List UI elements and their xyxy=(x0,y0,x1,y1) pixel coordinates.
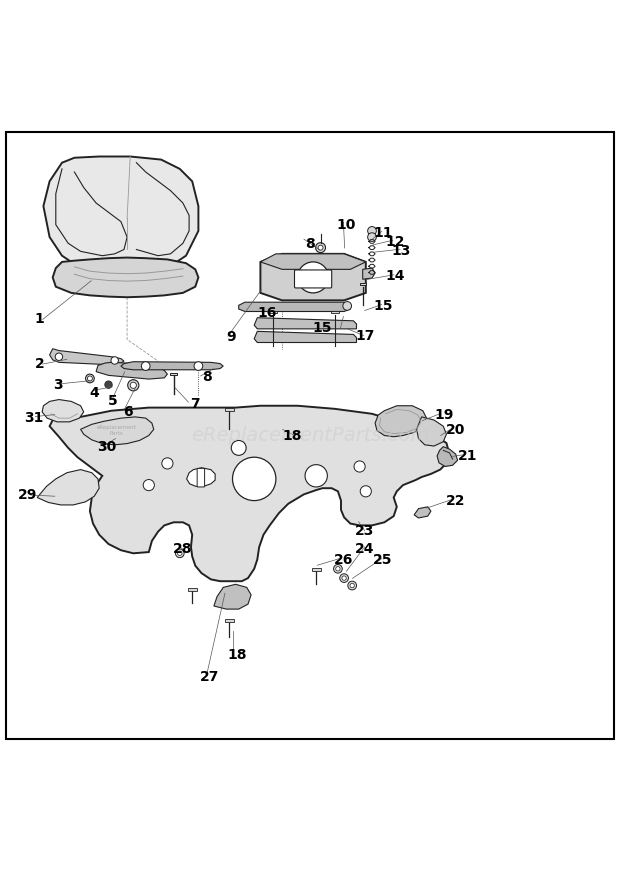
Circle shape xyxy=(141,361,150,370)
Text: 8: 8 xyxy=(305,237,315,251)
Polygon shape xyxy=(188,588,197,591)
Circle shape xyxy=(348,581,356,590)
Circle shape xyxy=(360,486,371,496)
Text: 18: 18 xyxy=(228,647,247,662)
Polygon shape xyxy=(225,619,234,622)
Polygon shape xyxy=(43,157,198,277)
Polygon shape xyxy=(437,447,458,467)
Text: 26: 26 xyxy=(334,553,353,568)
Polygon shape xyxy=(42,400,84,422)
Circle shape xyxy=(162,458,173,469)
Polygon shape xyxy=(331,312,339,314)
Circle shape xyxy=(175,549,184,557)
Circle shape xyxy=(342,576,347,580)
Polygon shape xyxy=(417,417,446,446)
Text: 3: 3 xyxy=(53,378,63,392)
Text: 19: 19 xyxy=(434,408,453,422)
Circle shape xyxy=(354,461,365,472)
Circle shape xyxy=(111,357,118,364)
Text: 4: 4 xyxy=(89,386,99,400)
Polygon shape xyxy=(260,253,366,300)
Polygon shape xyxy=(81,417,154,445)
Text: 13: 13 xyxy=(391,244,411,258)
Polygon shape xyxy=(269,312,277,314)
Circle shape xyxy=(340,574,348,583)
Text: 7: 7 xyxy=(190,397,200,411)
Text: 27: 27 xyxy=(200,670,219,684)
Text: 23: 23 xyxy=(355,523,374,537)
Circle shape xyxy=(177,551,182,556)
Text: 15: 15 xyxy=(312,321,332,335)
Polygon shape xyxy=(53,258,198,297)
Polygon shape xyxy=(375,406,427,436)
Polygon shape xyxy=(170,374,177,375)
Text: 21: 21 xyxy=(458,449,478,463)
Circle shape xyxy=(130,382,136,388)
Text: 9: 9 xyxy=(226,330,236,344)
Polygon shape xyxy=(260,253,366,269)
Text: 11: 11 xyxy=(373,226,392,240)
Circle shape xyxy=(231,441,246,456)
Text: eReplacementParts.com: eReplacementParts.com xyxy=(191,426,429,445)
Text: 16: 16 xyxy=(258,307,277,321)
Circle shape xyxy=(128,380,139,391)
Polygon shape xyxy=(37,469,99,505)
FancyBboxPatch shape xyxy=(294,270,332,288)
Text: 28: 28 xyxy=(172,542,192,556)
Text: 12: 12 xyxy=(385,235,405,249)
Text: 15: 15 xyxy=(373,299,392,313)
Text: 6: 6 xyxy=(123,405,133,419)
Polygon shape xyxy=(363,268,375,280)
Circle shape xyxy=(86,375,94,382)
Circle shape xyxy=(232,457,276,501)
Polygon shape xyxy=(187,468,215,486)
Polygon shape xyxy=(360,283,366,286)
Circle shape xyxy=(87,376,92,381)
Circle shape xyxy=(318,245,323,250)
Polygon shape xyxy=(414,507,431,518)
Text: 8: 8 xyxy=(202,370,211,384)
Text: 29: 29 xyxy=(18,488,37,502)
Circle shape xyxy=(368,233,376,241)
Circle shape xyxy=(343,301,352,310)
Polygon shape xyxy=(121,361,223,370)
Circle shape xyxy=(350,584,355,588)
Polygon shape xyxy=(254,331,356,342)
Text: 5: 5 xyxy=(108,394,117,408)
Circle shape xyxy=(105,381,112,388)
Text: 14: 14 xyxy=(385,269,405,283)
Circle shape xyxy=(336,567,340,571)
Circle shape xyxy=(334,564,342,573)
Text: 20: 20 xyxy=(446,422,466,436)
Circle shape xyxy=(368,226,376,235)
Circle shape xyxy=(305,464,327,487)
Text: 25: 25 xyxy=(373,553,392,568)
Polygon shape xyxy=(254,318,356,329)
Text: 24: 24 xyxy=(355,542,374,556)
Polygon shape xyxy=(239,302,350,312)
Circle shape xyxy=(55,353,63,361)
Circle shape xyxy=(194,361,203,370)
Polygon shape xyxy=(225,408,234,411)
Circle shape xyxy=(298,262,329,293)
Text: 22: 22 xyxy=(446,494,466,508)
FancyBboxPatch shape xyxy=(197,469,205,487)
Circle shape xyxy=(143,480,154,490)
Circle shape xyxy=(316,243,326,253)
Text: eReplacement
Parts: eReplacement Parts xyxy=(97,425,136,436)
Text: 1: 1 xyxy=(35,313,45,327)
Polygon shape xyxy=(50,406,450,581)
Polygon shape xyxy=(214,584,251,609)
Text: 31: 31 xyxy=(24,410,43,425)
Polygon shape xyxy=(50,348,124,365)
Text: 10: 10 xyxy=(337,218,356,232)
Polygon shape xyxy=(96,362,167,379)
Text: 17: 17 xyxy=(355,328,374,342)
Polygon shape xyxy=(312,568,321,571)
Text: 2: 2 xyxy=(35,357,45,371)
Text: 18: 18 xyxy=(282,429,301,442)
Text: 30: 30 xyxy=(97,441,116,455)
